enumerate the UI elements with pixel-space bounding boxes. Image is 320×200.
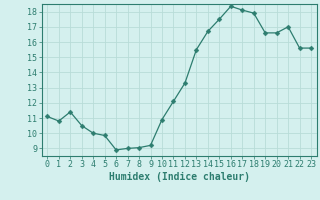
X-axis label: Humidex (Indice chaleur): Humidex (Indice chaleur) [109, 172, 250, 182]
